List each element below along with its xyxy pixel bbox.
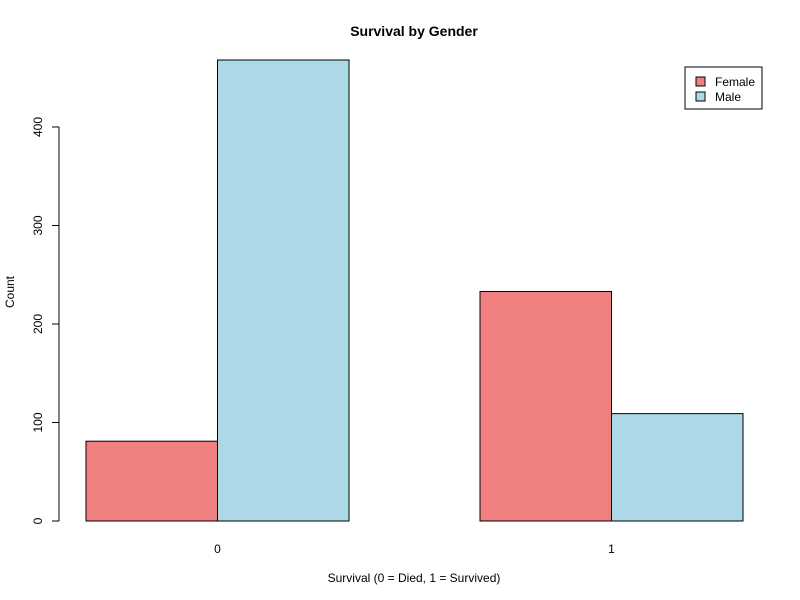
y-tick-label: 100	[31, 412, 45, 432]
legend: Female Male	[684, 66, 763, 110]
bar-female-1	[479, 290, 612, 522]
y-tick-label: 200	[31, 314, 45, 334]
y-axis: 0 100 200 300 400	[31, 117, 60, 524]
y-tick-label: 400	[31, 117, 45, 137]
y-axis-label: Count	[3, 275, 17, 308]
bar-female-0	[85, 440, 218, 522]
x-axis-label: Survival (0 = Died, 1 = Survived)	[328, 571, 501, 585]
bars-group	[85, 59, 744, 522]
y-tick-label: 300	[31, 215, 45, 235]
legend-box	[684, 66, 763, 110]
bar-male-1	[611, 413, 744, 522]
chart-title: Survival by Gender	[350, 23, 478, 39]
legend-swatch-female	[695, 76, 706, 87]
legend-label-female: Female	[715, 75, 755, 89]
legend-label-male: Male	[715, 90, 741, 104]
x-tick-label: 0	[214, 542, 221, 556]
x-tick-label: 1	[608, 542, 615, 556]
legend-swatch-male	[695, 91, 706, 102]
bar-male-0	[217, 59, 350, 522]
y-tick-label: 0	[31, 517, 45, 524]
